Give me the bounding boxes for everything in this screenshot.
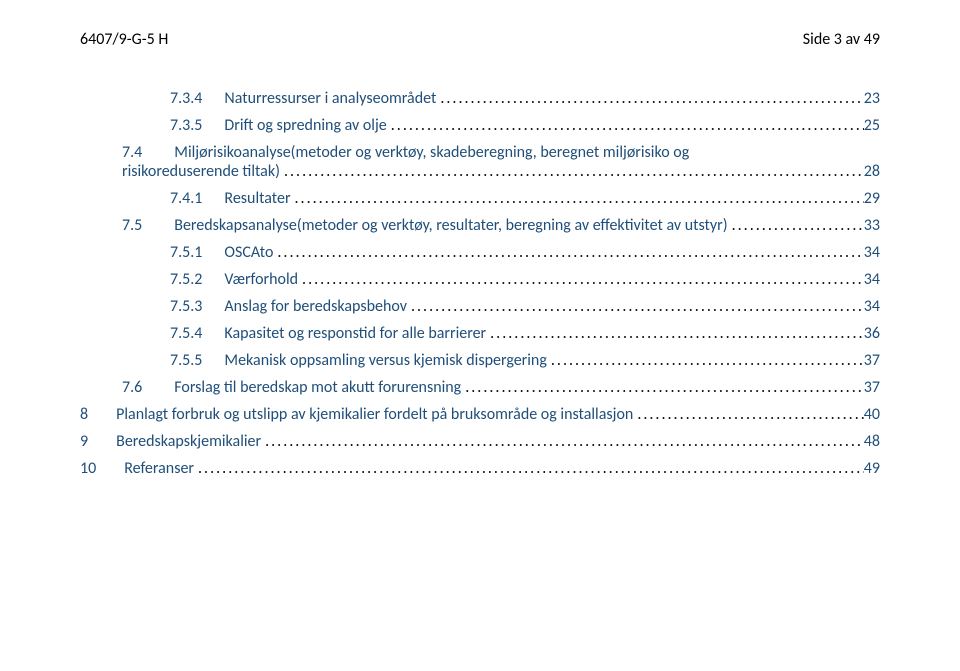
toc-leader-dots	[436, 89, 863, 108]
header-left: 6407/9-G-5 H	[80, 30, 168, 49]
toc-page-number: 33	[864, 216, 880, 235]
toc-page-number: 28	[864, 162, 880, 181]
toc-title: Beredskapskjemikalier	[88, 432, 261, 451]
toc-leader-dots	[291, 189, 864, 208]
header-right: Side 3 av 49	[803, 30, 880, 49]
toc-entry: 8Planlagt forbruk og utslipp av kjemikal…	[80, 405, 880, 424]
toc-page-number: 37	[864, 378, 880, 397]
toc-title: Miljørisikoanalyse(metoder og verktøy, s…	[142, 143, 689, 162]
toc-page-number: 34	[864, 270, 880, 289]
toc-title: Referanser	[96, 459, 194, 478]
toc-page-number: 34	[864, 243, 880, 262]
toc-page-number: 40	[864, 405, 880, 424]
toc-page-number: 37	[864, 351, 880, 370]
toc-number: 7.4	[122, 143, 142, 162]
toc-title: Drift og spredning av olje	[202, 116, 386, 135]
toc-number: 8	[80, 405, 88, 424]
toc-page-number: 34	[864, 297, 880, 316]
toc-leader-dots	[194, 459, 864, 478]
toc-number: 7.5.3	[170, 297, 202, 316]
toc-number: 7.5.4	[170, 324, 202, 343]
toc-title: Resultater	[202, 189, 290, 208]
toc-number: 7.5.5	[170, 351, 202, 370]
toc-entry: 10Referanser 49	[80, 459, 880, 478]
page-header: 6407/9-G-5 H Side 3 av 49	[80, 30, 880, 49]
toc-leader-dots	[728, 216, 864, 235]
toc-title: OSCAto	[202, 243, 273, 262]
toc-page-number: 49	[864, 459, 880, 478]
toc-leader-dots	[633, 405, 863, 424]
toc-page-number: 23	[864, 89, 880, 108]
toc-entry: 7.5.4Kapasitet og responstid for alle ba…	[80, 324, 880, 343]
toc-number: 7.6	[122, 378, 142, 397]
toc-page-number: 25	[864, 116, 880, 135]
toc-title: Mekanisk oppsamling versus kjemisk dispe…	[202, 351, 546, 370]
toc-page-number: 29	[864, 189, 880, 208]
toc-entry: 7.6Forslag til beredskap mot akutt forur…	[80, 378, 880, 397]
toc-title: Naturressurser i analyseområdet	[202, 89, 436, 108]
toc-number: 7.5.1	[170, 243, 202, 262]
toc-entry: 7.5.3Anslag for beredskapsbehov 34	[80, 297, 880, 316]
toc-title: Kapasitet og responstid for alle barrier…	[202, 324, 486, 343]
toc-title: Planlagt forbruk og utslipp av kjemikali…	[88, 405, 633, 424]
toc-entry: 7.3.4Naturressurser i analyseområdet 23	[80, 89, 880, 108]
toc-entry: 7.5.2Værforhold 34	[80, 270, 880, 289]
toc-leader-dots	[547, 351, 864, 370]
table-of-contents: 7.3.4Naturressurser i analyseområdet237.…	[80, 89, 880, 478]
toc-entry: 7.5Beredskapsanalyse(metoder og verktøy,…	[80, 216, 880, 235]
toc-leader-dots	[486, 324, 864, 343]
toc-entry: 9Beredskapskjemikalier 48	[80, 432, 880, 451]
toc-leader-dots	[387, 116, 864, 135]
toc-title: Beredskapsanalyse(metoder og verktøy, re…	[142, 216, 727, 235]
toc-leader-dots	[261, 432, 864, 451]
toc-number: 7.3.5	[170, 116, 202, 135]
toc-page-number: 48	[864, 432, 880, 451]
toc-leader-dots	[298, 270, 864, 289]
toc-number: 7.4.1	[170, 189, 202, 208]
toc-title: Forslag til beredskap mot akutt forurens…	[142, 378, 461, 397]
toc-title: Værforhold	[202, 270, 298, 289]
toc-entry: 7.4.1Resultater 29	[80, 189, 880, 208]
toc-entry: 7.5.5Mekanisk oppsamling versus kjemisk …	[80, 351, 880, 370]
toc-leader-dots	[407, 297, 864, 316]
toc-entry: 7.3.5Drift og spredning av olje 25	[80, 116, 880, 135]
toc-entry: 7.5.1OSCAto 34	[80, 243, 880, 262]
toc-number: 7.3.4	[170, 89, 202, 108]
toc-number: 10	[80, 459, 96, 478]
toc-leader-dots	[280, 162, 864, 181]
toc-leader-dots	[273, 243, 863, 262]
toc-leader-dots	[461, 378, 864, 397]
toc-title-continuation: risikoreduserende tiltak)	[122, 162, 280, 181]
toc-title: Anslag for beredskapsbehov	[202, 297, 407, 316]
toc-number: 7.5.2	[170, 270, 202, 289]
toc-number: 9	[80, 432, 88, 451]
toc-number: 7.5	[122, 216, 142, 235]
toc-page-number: 36	[864, 324, 880, 343]
